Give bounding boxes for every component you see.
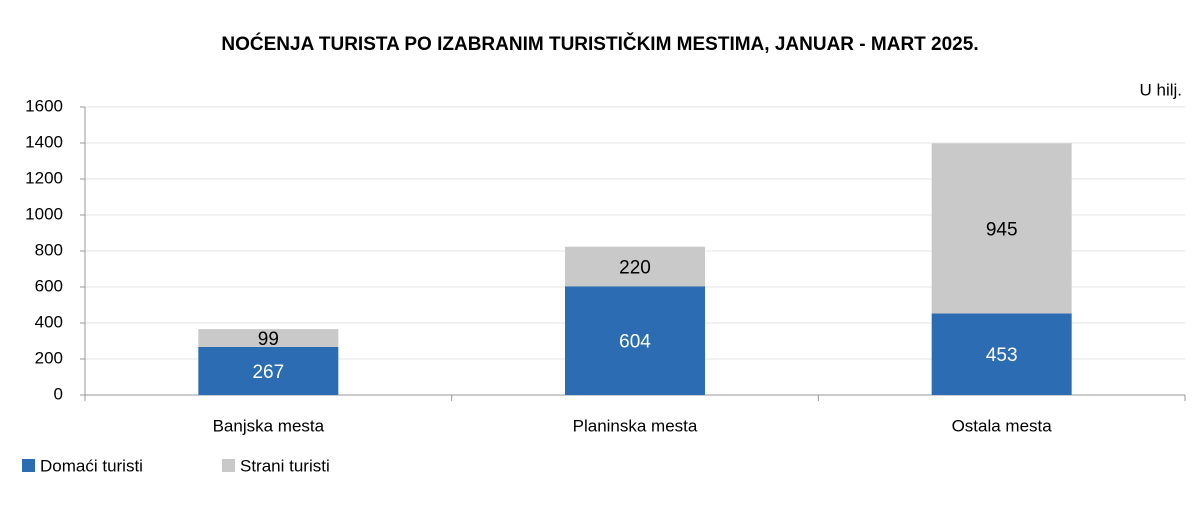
y-tick-label: 600	[35, 276, 63, 295]
bar-segment	[198, 346, 339, 395]
legend-swatch	[222, 459, 235, 472]
x-tick-label: Ostala mesta	[952, 416, 1053, 435]
x-tick-label: Banjska mesta	[213, 416, 325, 435]
value-label: 99	[258, 329, 279, 350]
legend-label: Domaći turisti	[40, 456, 143, 475]
legend-swatch	[22, 459, 35, 472]
bar-segment	[198, 329, 339, 347]
bar-segment	[565, 246, 705, 287]
value-label: 945	[986, 219, 1018, 240]
y-tick-label: 800	[35, 240, 63, 259]
value-label: 220	[619, 257, 651, 278]
value-label: 604	[619, 332, 651, 353]
y-tick-label: 400	[35, 312, 63, 331]
y-tick-label: 1200	[25, 168, 63, 187]
y-tick-label: 0	[54, 384, 63, 403]
y-tick-label: 1600	[25, 96, 63, 115]
bar-segment	[931, 143, 1072, 314]
value-label: 453	[986, 345, 1018, 366]
y-tick-label: 200	[35, 348, 63, 367]
chart-title: NOĆENJA TURISTA PO IZABRANIM TURISTIČKIM…	[221, 33, 978, 55]
bar-segment	[931, 313, 1072, 395]
x-tick-label: Planinska mesta	[573, 416, 698, 435]
value-label: 267	[252, 362, 284, 383]
bar-segment	[565, 286, 705, 395]
legend-label: Strani turisti	[240, 456, 330, 475]
y-tick-label: 1400	[25, 132, 63, 151]
y-tick-label: 1000	[25, 204, 63, 223]
unit-label: U hilj.	[1139, 80, 1182, 99]
